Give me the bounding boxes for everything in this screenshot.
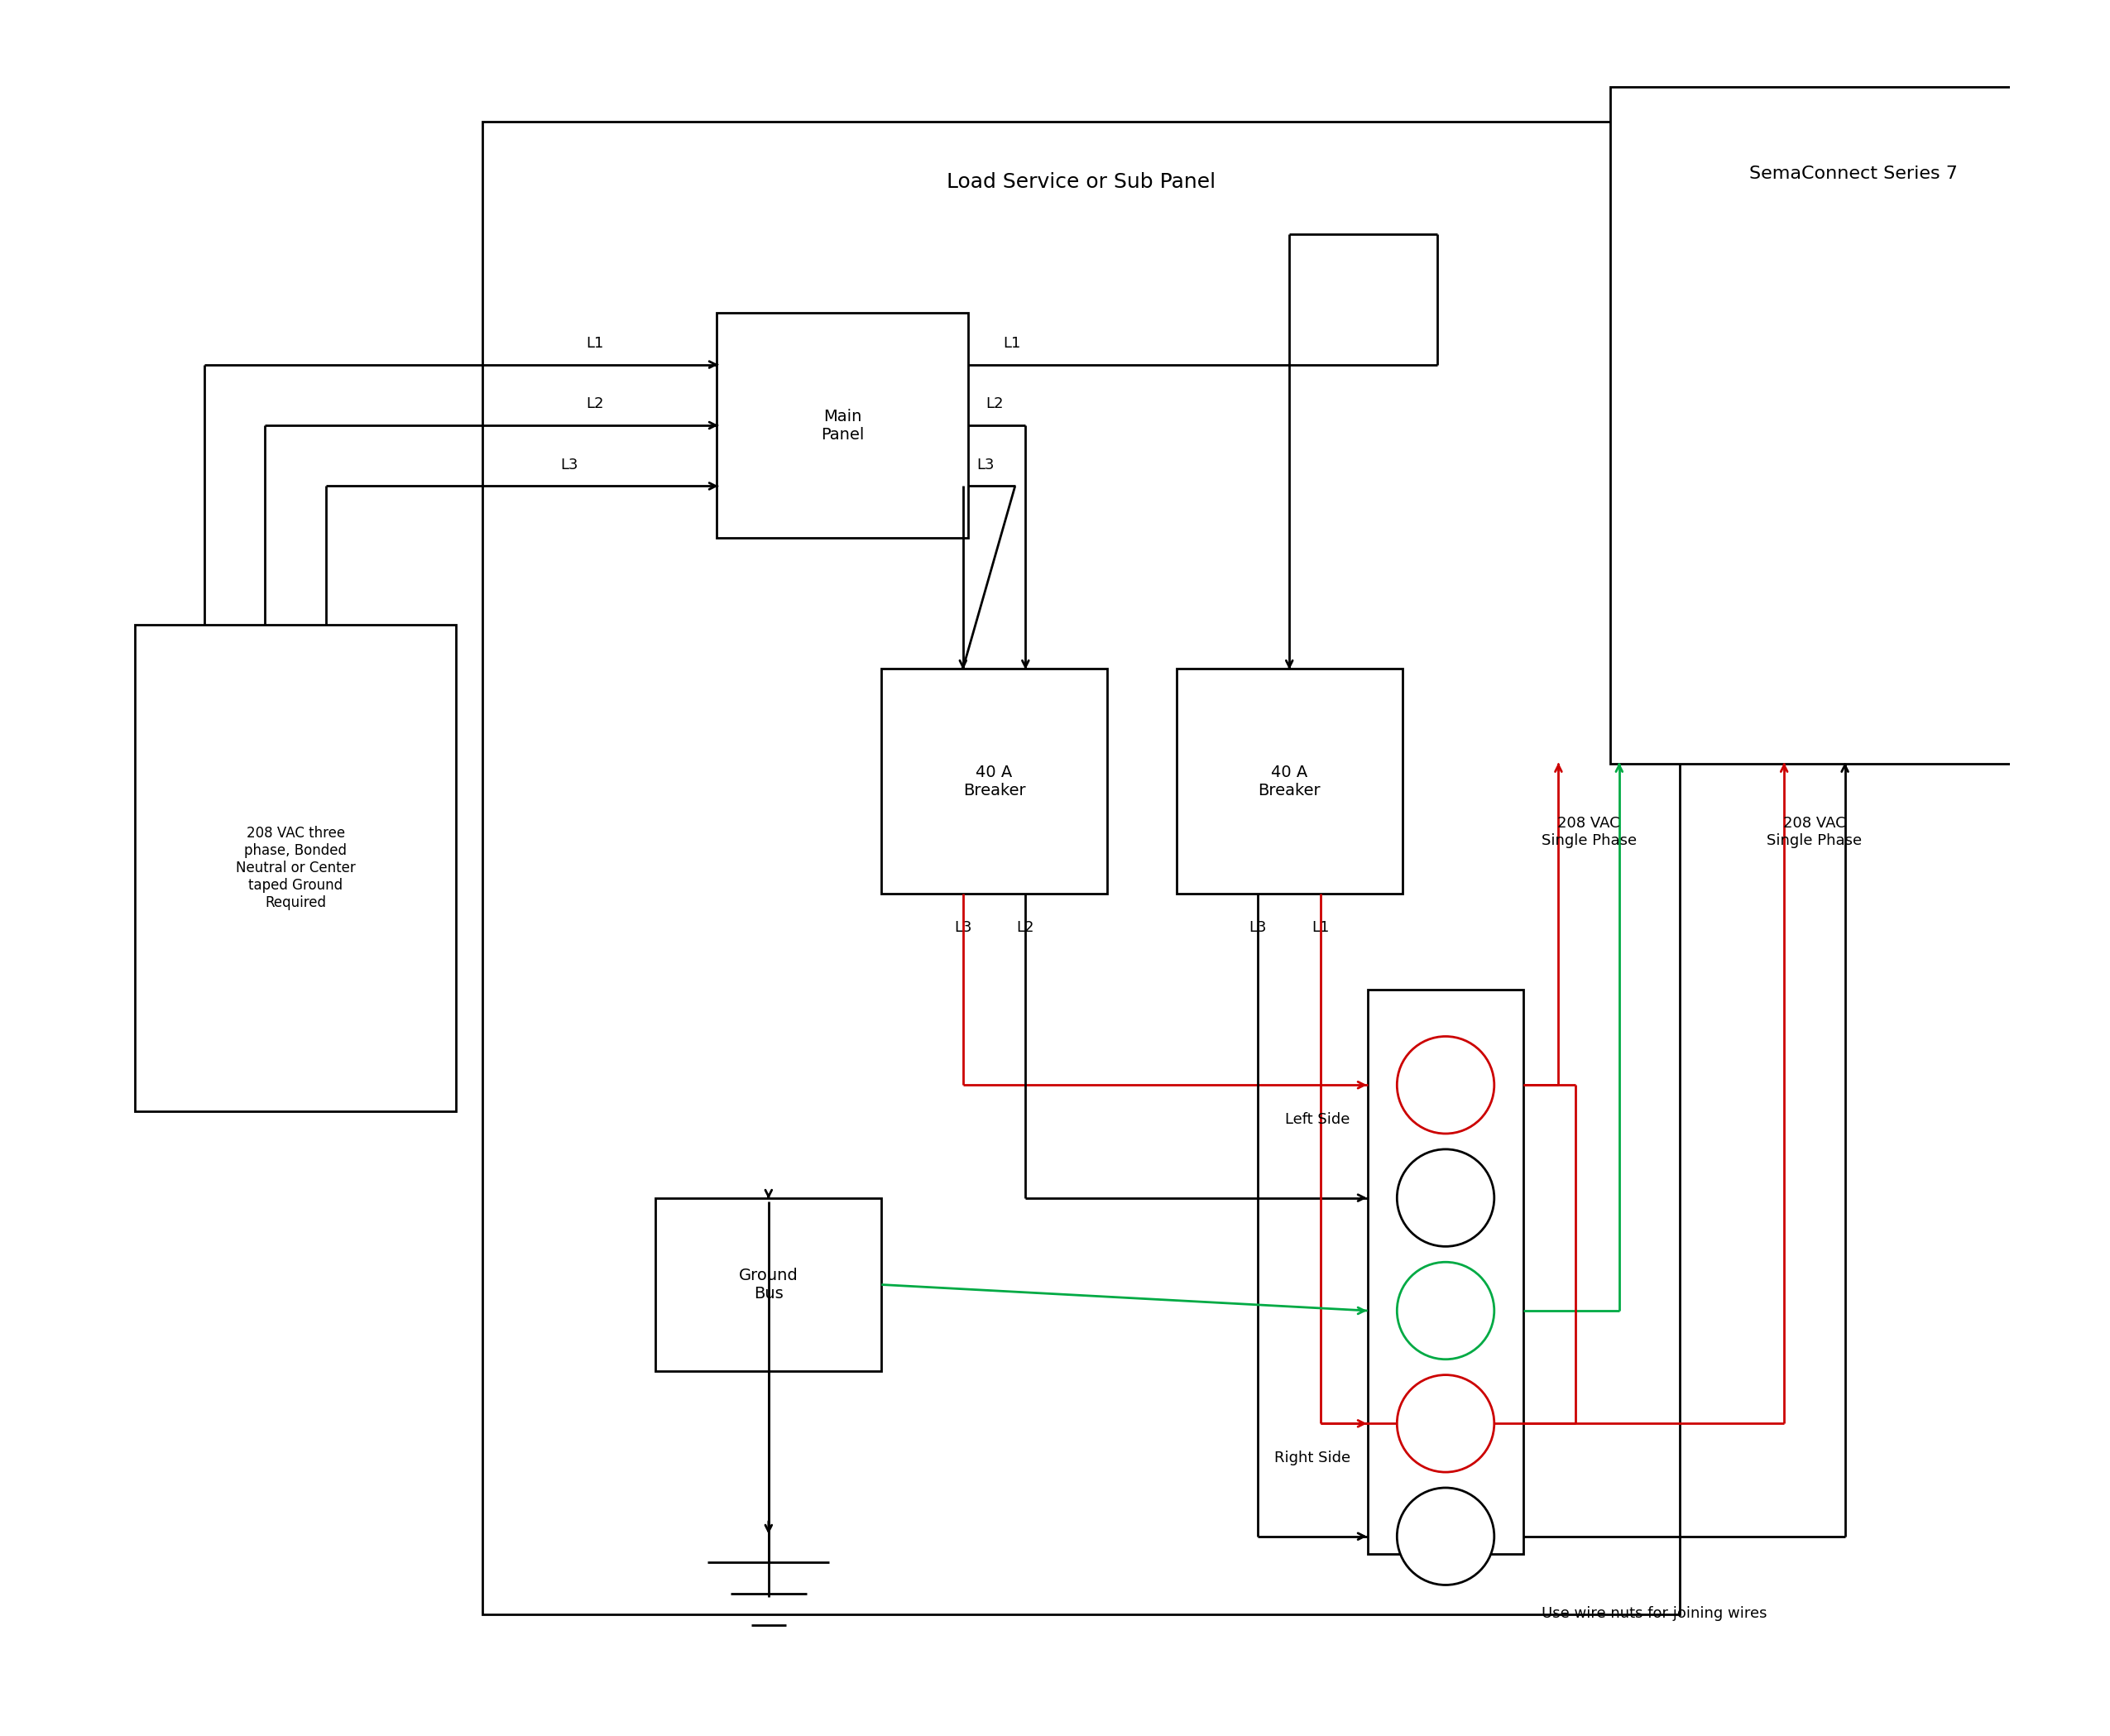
- Text: 208 VAC three
phase, Bonded
Neutral or Center
taped Ground
Required: 208 VAC three phase, Bonded Neutral or C…: [236, 826, 354, 910]
- Text: L3: L3: [977, 457, 994, 472]
- Text: Ground
Bus: Ground Bus: [738, 1267, 798, 1302]
- Text: L1: L1: [587, 335, 603, 351]
- Text: Main
Panel: Main Panel: [821, 408, 863, 443]
- Text: Use wire nuts for joining wires: Use wire nuts for joining wires: [1540, 1606, 1766, 1621]
- Text: L2: L2: [985, 396, 1004, 411]
- Text: Right Side: Right Side: [1274, 1451, 1350, 1465]
- Bar: [481, 122, 1680, 1614]
- Text: Load Service or Sub Panel: Load Service or Sub Panel: [947, 172, 1215, 193]
- Circle shape: [1397, 1488, 1494, 1585]
- Bar: [656, 1198, 882, 1371]
- Bar: [1610, 87, 2097, 764]
- Text: L3: L3: [954, 920, 973, 936]
- Text: 40 A
Breaker: 40 A Breaker: [1258, 764, 1321, 799]
- Bar: [717, 312, 968, 538]
- Text: L1: L1: [1312, 920, 1329, 936]
- Text: Left Side: Left Side: [1285, 1113, 1350, 1127]
- Circle shape: [1397, 1036, 1494, 1134]
- Circle shape: [1397, 1149, 1494, 1246]
- Text: L1: L1: [1002, 335, 1021, 351]
- Bar: [1367, 990, 1523, 1554]
- Bar: [1177, 668, 1403, 894]
- Text: L2: L2: [1017, 920, 1034, 936]
- Text: 208 VAC
Single Phase: 208 VAC Single Phase: [1766, 816, 1863, 847]
- Bar: [882, 668, 1108, 894]
- Text: L2: L2: [587, 396, 603, 411]
- Text: L3: L3: [561, 457, 578, 472]
- Bar: [135, 625, 456, 1111]
- Text: SemaConnect Series 7: SemaConnect Series 7: [1749, 165, 1958, 182]
- Circle shape: [1397, 1375, 1494, 1472]
- Circle shape: [1397, 1262, 1494, 1359]
- Text: 40 A
Breaker: 40 A Breaker: [962, 764, 1025, 799]
- Text: 208 VAC
Single Phase: 208 VAC Single Phase: [1540, 816, 1637, 847]
- Text: L3: L3: [1249, 920, 1266, 936]
